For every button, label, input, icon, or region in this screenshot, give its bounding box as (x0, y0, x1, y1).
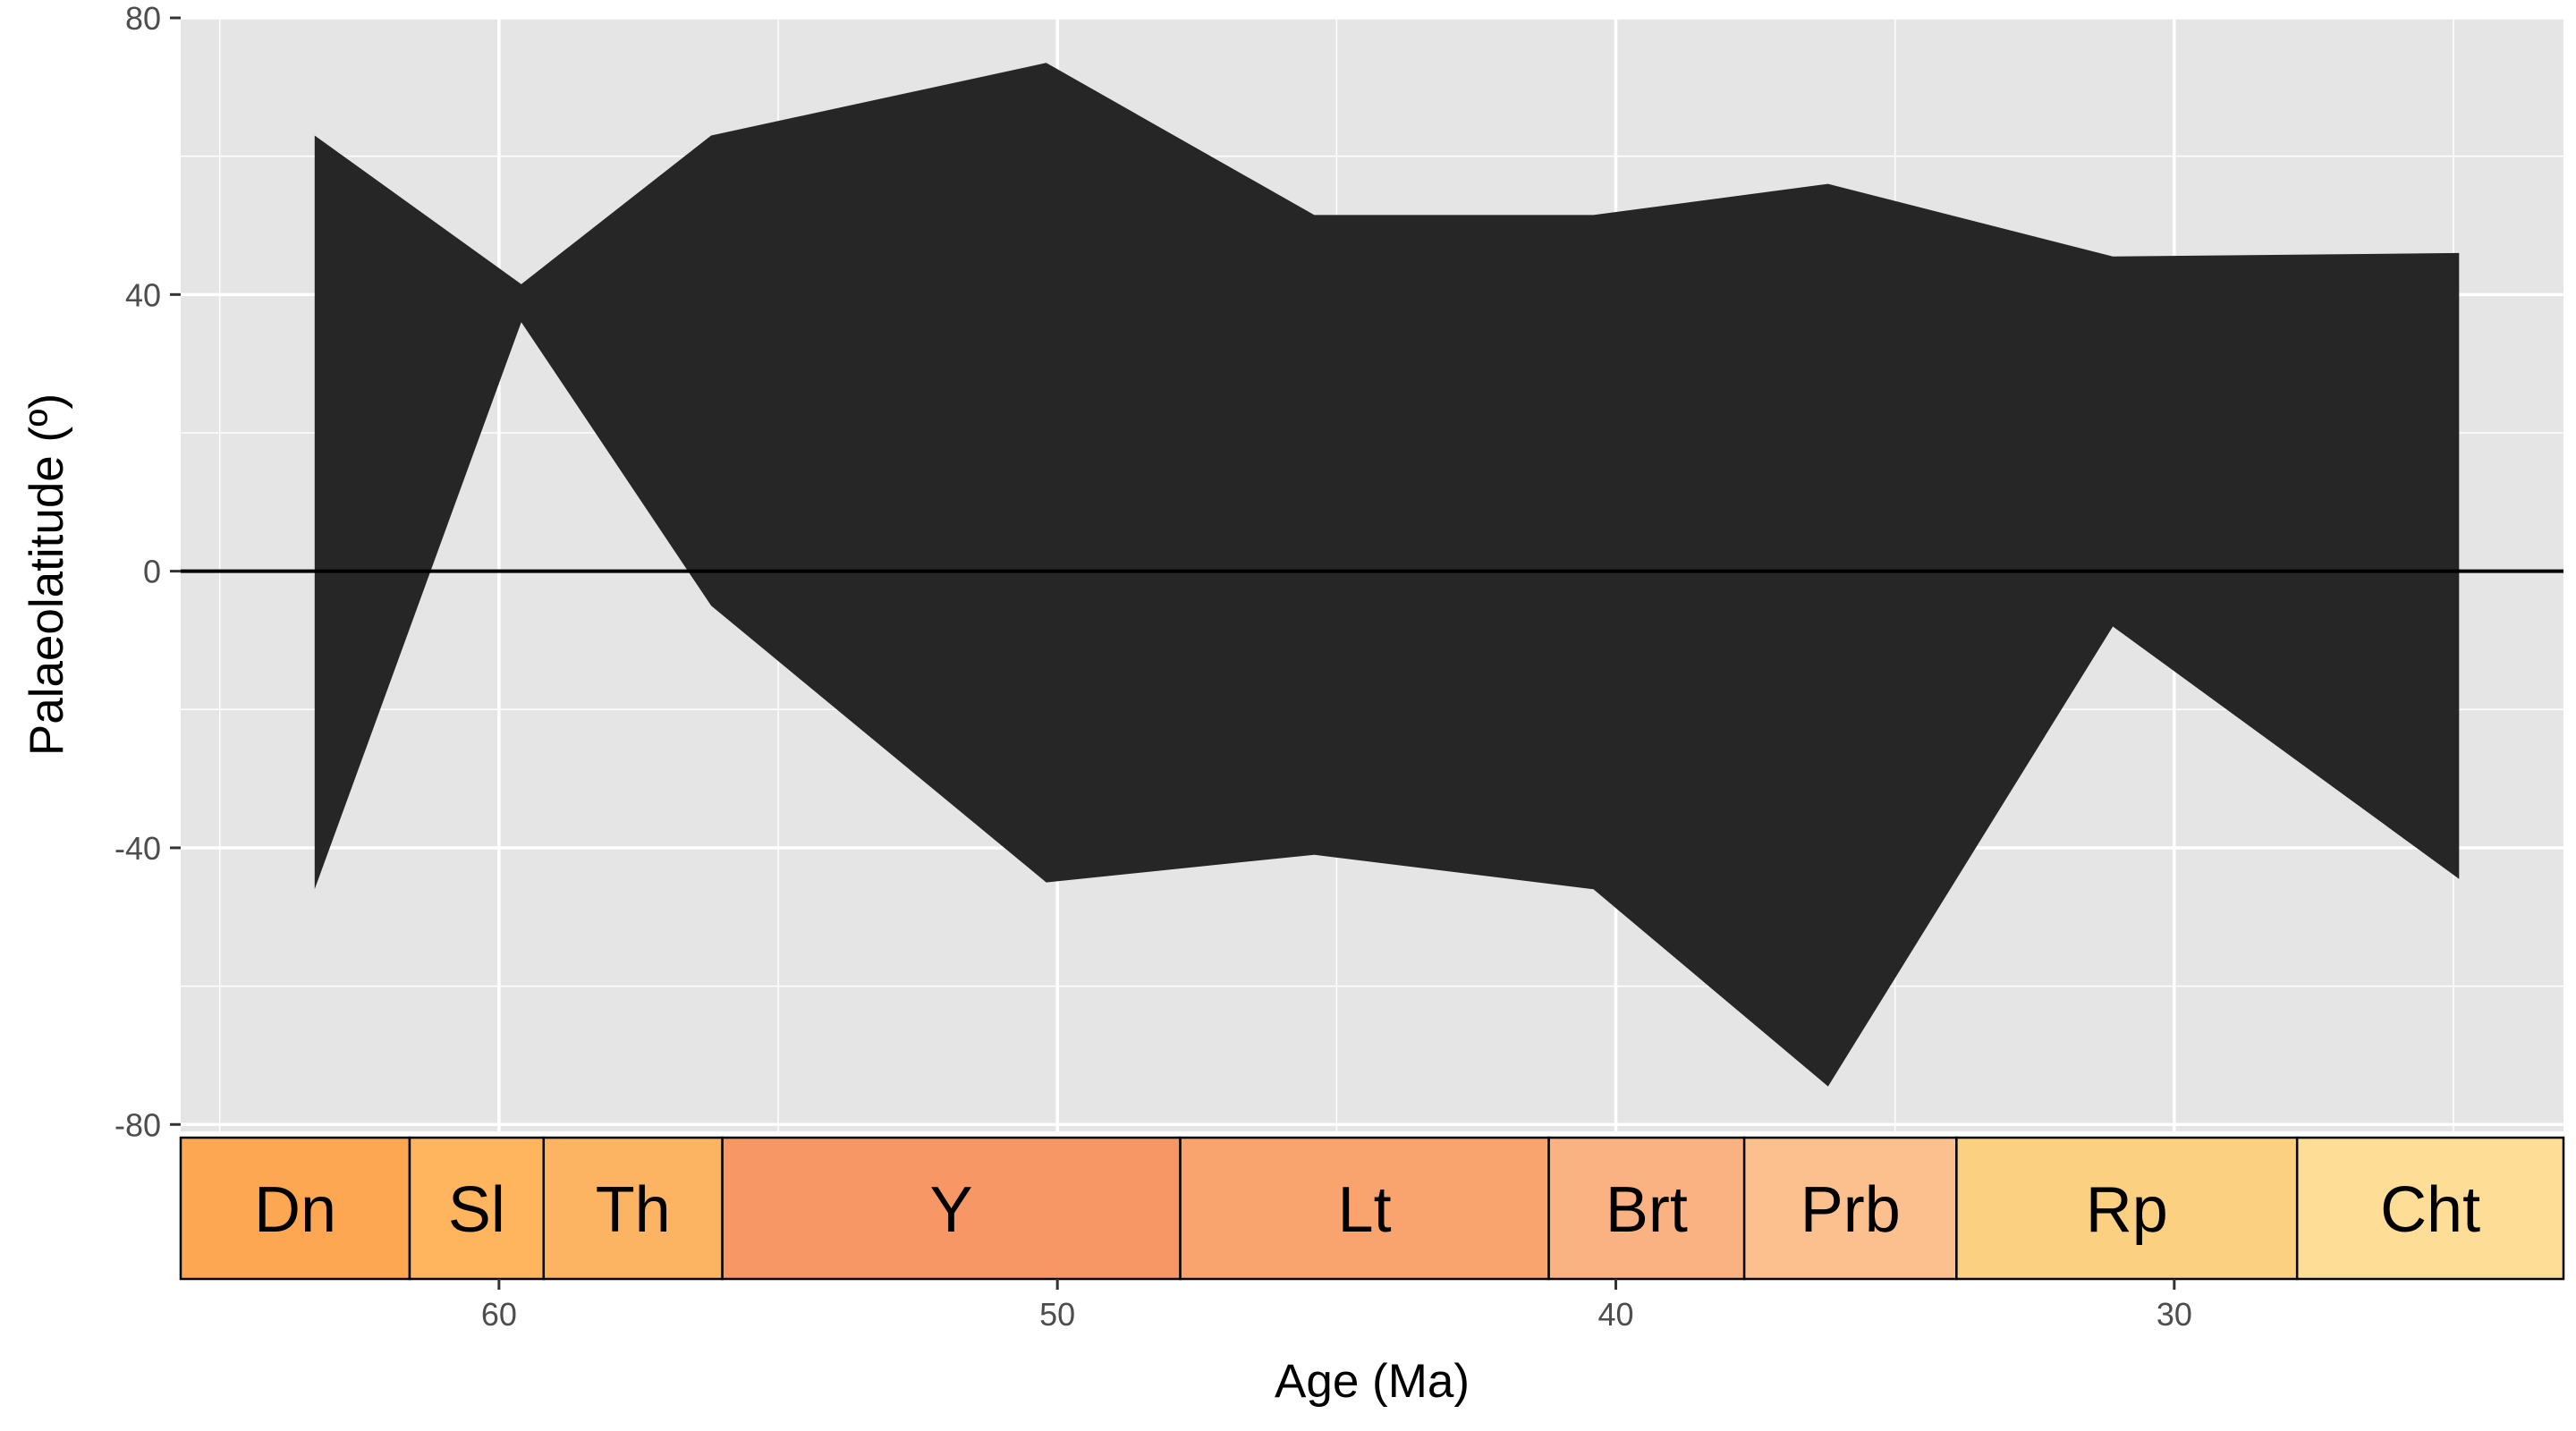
stage-label: Brt (1606, 1174, 1688, 1246)
y-tick-label: -80 (114, 1106, 161, 1143)
x-axis-title: Age (Ma) (1275, 1355, 1470, 1408)
y-tick-label: 80 (125, 0, 161, 37)
stage-label: Th (596, 1174, 671, 1246)
stage-box (1547, 1136, 1746, 1281)
stage-box (2295, 1136, 2565, 1281)
stage-label: Sl (448, 1174, 505, 1246)
y-tick-label: 0 (143, 554, 161, 590)
stage-label: Cht (2380, 1174, 2480, 1246)
stage-bar: Dn Sl Th Y Lt Brt Prb Rp Cht (179, 1136, 2565, 1281)
y-axis-title: Palaeolatitude (º) (21, 394, 73, 756)
y-tick-label: 40 (125, 276, 161, 313)
y-axis: -80 -40 0 40 80 (114, 0, 181, 1143)
stage-label: Dn (254, 1174, 336, 1246)
stage-box (1179, 1136, 1550, 1281)
stage-box (542, 1136, 724, 1281)
x-tick-label: 60 (481, 1296, 517, 1333)
y-tick-label: -40 (114, 830, 161, 867)
stage-label: Lt (1338, 1174, 1392, 1246)
x-tick-label: 50 (1039, 1296, 1075, 1333)
palaeolatitude-range-area (314, 63, 2460, 1087)
stage-label: Y (930, 1174, 973, 1246)
x-tick-label: 30 (2157, 1296, 2192, 1333)
stage-label: Prb (1801, 1174, 1901, 1246)
series-layer (314, 63, 2460, 1087)
stage-box (408, 1136, 546, 1281)
x-axis: 60 50 40 30 (481, 1279, 2192, 1333)
stage-box (1742, 1136, 1958, 1281)
x-tick-label: 40 (1597, 1296, 1633, 1333)
stage-label: Rp (2086, 1174, 2168, 1246)
stage-box (179, 1136, 411, 1281)
stage-box (1955, 1136, 2299, 1281)
